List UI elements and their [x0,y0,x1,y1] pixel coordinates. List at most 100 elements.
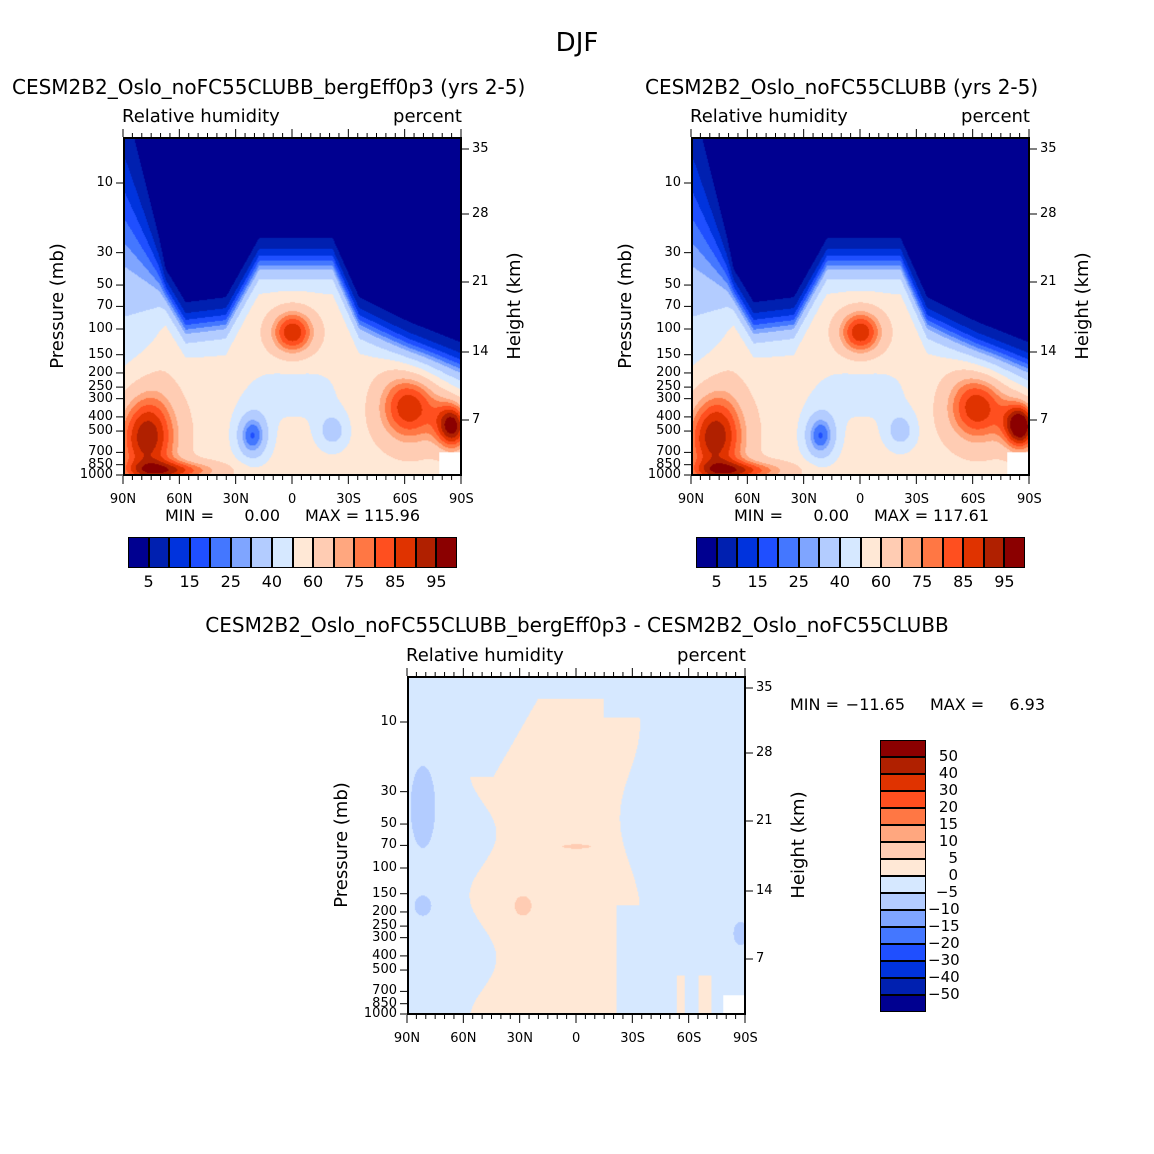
y-tick-label: 250 [372,918,397,934]
y-right-tick-label: 35 [1040,141,1057,156]
y-tick-label: 150 [88,346,113,362]
y-tick-label: 400 [88,408,113,424]
colorbar-label: 40 [261,572,283,591]
y-right-tick-label: 7 [1040,412,1049,427]
colorbar-box [880,825,926,842]
y-tick-label: 1000 [647,467,681,482]
y-tick-label: 300 [372,929,397,945]
left-string: Relative humidity [690,106,848,127]
figure-title: DJF [555,28,599,58]
colorbar-label: 95 [994,572,1015,591]
y-tick-label: 100 [372,860,397,875]
y-tick-label: 200 [656,364,681,380]
y-right-tick-label: 21 [1040,274,1057,289]
colorbar-label: 40 [938,764,958,782]
colorbar-label: 5 [143,572,154,591]
y-tick-label: 30 [380,783,397,799]
y-tick-label: 100 [88,321,113,336]
min-label: MIN = [734,506,783,525]
y-tick-label: 1000 [363,1006,397,1021]
y-tick-label: 50 [664,277,681,293]
y-tick-label: 700 [656,444,681,460]
y-tick-label: 70 [380,837,397,853]
x-tick-label: 30N [506,1031,533,1046]
colorbar-box [880,859,926,876]
min-value: −11.65 [845,695,905,714]
colorbar-label: −50 [928,985,960,1003]
colorbar-label: 20 [938,798,958,816]
panel-title: CESM2B2_Oslo_noFC55CLUBB (yrs 2-5) [645,75,1039,99]
right-string: percent [393,106,462,127]
colorbar-box [983,537,1005,568]
x-tick-label: 90S [732,1031,758,1046]
colorbar-box [880,757,926,774]
y-tick-label: 500 [88,423,113,439]
y-tick-label: 10 [96,175,113,190]
colorbar-box [292,537,314,568]
y-axis-title: Pressure (mb) [615,243,636,369]
colorbar [696,537,1025,568]
colorbar-label: −40 [928,968,960,986]
colorbar-box [881,537,902,568]
x-tick-label: 30N [790,492,817,507]
colorbar-label: 50 [938,747,958,765]
y-tick-label: 850 [88,456,113,472]
colorbar-label: 25 [220,572,241,591]
axis-ticks [684,129,1037,484]
colorbar-box [354,537,375,568]
colorbar-box [271,537,293,568]
x-tick-label: 90S [448,492,474,507]
colorbar-box [148,537,170,568]
colorbar-box [880,961,926,978]
x-tick-label: 0 [288,492,297,507]
colorbar-label: 30 [938,781,958,799]
right-string: percent [677,645,746,666]
contour-field [407,676,746,1015]
y-tick-label: 50 [380,816,397,832]
y-tick-label: 30 [664,244,681,260]
y-right-tick-label: 21 [756,813,773,828]
y-tick-label: 850 [656,456,681,472]
colorbar-label: 60 [302,572,324,591]
y-right-tick-label: 14 [1040,344,1057,359]
contour-field [123,137,462,476]
colorbar-label: −15 [928,917,960,935]
x-tick-label: 0 [856,492,865,507]
colorbar-label: 5 [948,849,958,867]
colorbar-box [230,537,252,568]
colorbar-box [942,537,964,568]
x-tick-label: 60S [676,1031,702,1046]
colorbar-box [798,537,820,568]
left-string: Relative humidity [122,106,280,127]
y-tick-label: 300 [88,390,113,406]
y-tick-label: 150 [656,346,681,362]
x-tick-label: 30S [336,492,361,507]
contour-field [691,137,1030,476]
colorbar-label: 75 [343,572,365,591]
colorbar [128,537,457,568]
y-tick-label: 500 [372,962,397,978]
colorbar-label: 75 [911,572,933,591]
min-value: 0.00 [813,506,849,525]
colorbar-label: 15 [938,815,958,833]
colorbar-box [395,537,416,568]
y-tick-label: 200 [88,364,113,380]
contour-panel [123,137,462,476]
x-tick-label: 0 [572,1031,581,1046]
colorbar-box [963,537,984,568]
right-string: percent [961,106,1030,127]
y-tick-label: 10 [380,714,397,729]
x-tick-label: 60S [392,492,418,507]
colorbar [880,740,926,1012]
colorbar-box [880,944,926,961]
panel-title: CESM2B2_Oslo_noFC55CLUBB_bergEff0p3 - CE… [205,613,949,637]
colorbar-box [880,842,926,859]
max-label: MAX = [305,506,360,525]
min-value: 0.00 [244,506,280,525]
colorbar-box [880,791,926,808]
x-tick-label: 30N [222,492,249,507]
colorbar-label: −5 [935,883,958,901]
colorbar-box [757,537,779,568]
y-tick-label: 100 [656,321,681,336]
